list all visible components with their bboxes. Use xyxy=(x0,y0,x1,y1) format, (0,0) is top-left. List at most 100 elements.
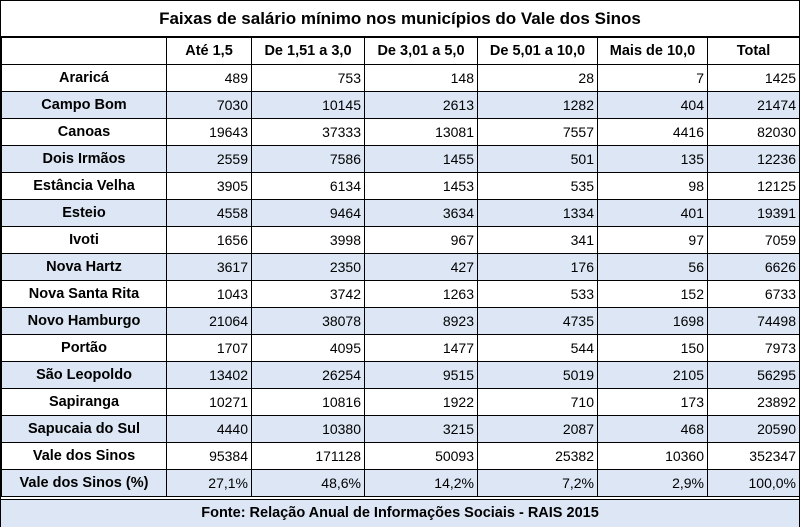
table-cell: 74498 xyxy=(707,307,800,335)
table-cell: 9464 xyxy=(251,199,365,227)
table-cell: 468 xyxy=(597,415,708,443)
table-row: Novo Hamburgo 21064 38078 8923 4735 1698 74498 xyxy=(1,307,800,335)
column-header: De 5,01 a 10,0 xyxy=(477,37,598,65)
table-cell: 28 xyxy=(477,64,598,92)
table-row: São Leopoldo 13402 26254 9515 5019 2105 56295 xyxy=(1,361,800,389)
table-cell: 152 xyxy=(597,280,708,308)
table-cell: 1282 xyxy=(477,91,598,119)
table-cell: 10816 xyxy=(251,388,365,416)
municipality-name: Estância Velha xyxy=(1,172,167,200)
source-footer: Fonte: Relação Anual de Informações Soci… xyxy=(1,499,799,527)
table-cell: 25382 xyxy=(477,442,598,470)
table-cell: 27,1% xyxy=(166,469,252,497)
table-cell: 3215 xyxy=(364,415,478,443)
table-cell: 23892 xyxy=(707,388,800,416)
municipality-name: Araricá xyxy=(1,64,167,92)
table-cell: 26254 xyxy=(251,361,365,389)
table-cell: 50093 xyxy=(364,442,478,470)
municipality-name: Ivoti xyxy=(1,226,167,254)
table-cell: 401 xyxy=(597,199,708,227)
table-cell: 1043 xyxy=(166,280,252,308)
table-row: Vale dos Sinos 95384 171128 50093 25382 10360… xyxy=(1,442,800,470)
table-cell: 4416 xyxy=(597,118,708,146)
table-cell: 1263 xyxy=(364,280,478,308)
table-cell: 3998 xyxy=(251,226,365,254)
table-cell: 13081 xyxy=(364,118,478,146)
table-row: Canoas 19643 37333 13081 7557 4416 82030 xyxy=(1,118,800,146)
table-cell: 2559 xyxy=(166,145,252,173)
table-cell: 150 xyxy=(597,334,708,362)
table-cell: 37333 xyxy=(251,118,365,146)
table-row: Nova Santa Rita 1043 3742 1263 533 152 6733 xyxy=(1,280,800,308)
table-title: Faixas de salário mínimo nos municípios … xyxy=(1,1,799,37)
table-body: Araricá 489 753 148 28 7 1425 Campo Bom 7030 1014… xyxy=(1,64,800,497)
table-cell: 7973 xyxy=(707,334,800,362)
table-cell: 2613 xyxy=(364,91,478,119)
table-cell: 544 xyxy=(477,334,598,362)
table-cell: 753 xyxy=(251,64,365,92)
table-cell: 10271 xyxy=(166,388,252,416)
municipality-name: Portão xyxy=(1,334,167,362)
table-cell: 7030 xyxy=(166,91,252,119)
table-cell: 7 xyxy=(597,64,708,92)
table-cell: 1922 xyxy=(364,388,478,416)
table-cell: 533 xyxy=(477,280,598,308)
table-cell: 5019 xyxy=(477,361,598,389)
table-cell: 1453 xyxy=(364,172,478,200)
table-row: Sapiranga 10271 10816 1922 710 173 23892 xyxy=(1,388,800,416)
table-cell: 56295 xyxy=(707,361,800,389)
table-cell: 7586 xyxy=(251,145,365,173)
table-cell: 404 xyxy=(597,91,708,119)
municipality-name: Nova Santa Rita xyxy=(1,280,167,308)
table-cell: 173 xyxy=(597,388,708,416)
table-cell: 6733 xyxy=(707,280,800,308)
table-cell: 7557 xyxy=(477,118,598,146)
municipality-name: Sapiranga xyxy=(1,388,167,416)
table-row: Estância Velha 3905 6134 1453 535 98 12125 xyxy=(1,172,800,200)
table-cell: 1425 xyxy=(707,64,800,92)
table-cell: 38078 xyxy=(251,307,365,335)
table-cell: 12125 xyxy=(707,172,800,200)
table-cell: 12236 xyxy=(707,145,800,173)
table-row: Nova Hartz 3617 2350 427 176 56 6626 xyxy=(1,253,800,281)
municipality-name: Dois Irmãos xyxy=(1,145,167,173)
table-cell: 4095 xyxy=(251,334,365,362)
table-cell: 6626 xyxy=(707,253,800,281)
municipality-name: São Leopoldo xyxy=(1,361,167,389)
header-row: Até 1,5 De 1,51 a 3,0 De 3,01 a 5,0 De 5… xyxy=(1,37,800,65)
table-cell: 2350 xyxy=(251,253,365,281)
column-header: De 3,01 a 5,0 xyxy=(364,37,478,65)
table-row: Vale dos Sinos (%) 27,1% 48,6% 14,2% 7,2% 2,9… xyxy=(1,469,800,497)
column-header: Mais de 10,0 xyxy=(597,37,708,65)
table-cell: 1707 xyxy=(166,334,252,362)
table-cell: 2087 xyxy=(477,415,598,443)
table-cell: 1656 xyxy=(166,226,252,254)
table-cell: 176 xyxy=(477,253,598,281)
table-cell: 4735 xyxy=(477,307,598,335)
table-cell: 10380 xyxy=(251,415,365,443)
table-row: Ivoti 1656 3998 967 341 97 7059 xyxy=(1,226,800,254)
table-row: Araricá 489 753 148 28 7 1425 xyxy=(1,64,800,92)
table-cell: 19391 xyxy=(707,199,800,227)
municipality-name: Sapucaia do Sul xyxy=(1,415,167,443)
table-cell: 48,6% xyxy=(251,469,365,497)
table-cell: 710 xyxy=(477,388,598,416)
table-cell: 7,2% xyxy=(477,469,598,497)
municipality-name: Novo Hamburgo xyxy=(1,307,167,335)
municipality-name: Vale dos Sinos (%) xyxy=(1,469,167,497)
table-cell: 489 xyxy=(166,64,252,92)
table-cell: 13402 xyxy=(166,361,252,389)
column-header xyxy=(1,37,167,65)
municipality-name: Esteio xyxy=(1,199,167,227)
table-cell: 3617 xyxy=(166,253,252,281)
table-cell: 7059 xyxy=(707,226,800,254)
table-cell: 2,9% xyxy=(597,469,708,497)
table-cell: 3742 xyxy=(251,280,365,308)
table-cell: 97 xyxy=(597,226,708,254)
table-cell: 9515 xyxy=(364,361,478,389)
table-cell: 82030 xyxy=(707,118,800,146)
table-cell: 4558 xyxy=(166,199,252,227)
table-cell: 56 xyxy=(597,253,708,281)
table-cell: 427 xyxy=(364,253,478,281)
